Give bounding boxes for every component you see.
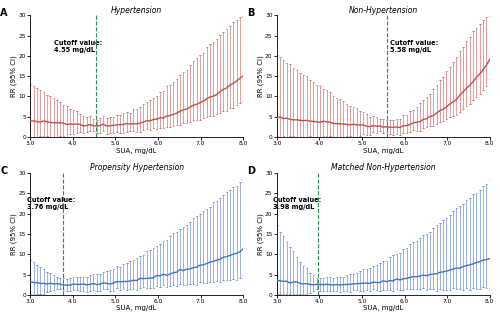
X-axis label: SUA, mg/dL: SUA, mg/dL (363, 306, 404, 311)
Text: Cutoff value:
3.98 mg/dL: Cutoff value: 3.98 mg/dL (274, 197, 322, 210)
Y-axis label: RR (95% CI): RR (95% CI) (257, 55, 264, 97)
Y-axis label: RR (95% CI): RR (95% CI) (257, 213, 264, 255)
Title: Matched Non-Hypertension: Matched Non-Hypertension (331, 163, 436, 172)
X-axis label: SUA, mg/dL: SUA, mg/dL (363, 148, 404, 154)
Y-axis label: RR (95% CI): RR (95% CI) (10, 55, 17, 97)
X-axis label: SUA, mg/dL: SUA, mg/dL (116, 306, 157, 311)
Title: Non-Hypertension: Non-Hypertension (348, 6, 418, 15)
Text: B: B (247, 8, 254, 18)
Text: A: A (0, 8, 8, 18)
Title: Propensity Hypertension: Propensity Hypertension (90, 163, 184, 172)
Title: Hypertension: Hypertension (111, 6, 162, 15)
Text: Cutoff value:
3.76 mg/dL: Cutoff value: 3.76 mg/dL (27, 197, 75, 210)
Text: C: C (0, 166, 7, 176)
Y-axis label: RR (95% CI): RR (95% CI) (10, 213, 17, 255)
X-axis label: SUA, mg/dL: SUA, mg/dL (116, 148, 157, 154)
Text: Cutoff value:
4.55 mg/dL: Cutoff value: 4.55 mg/dL (54, 40, 102, 53)
Text: Cutoff value:
5.58 mg/dL: Cutoff value: 5.58 mg/dL (390, 40, 438, 53)
Text: D: D (247, 166, 255, 176)
